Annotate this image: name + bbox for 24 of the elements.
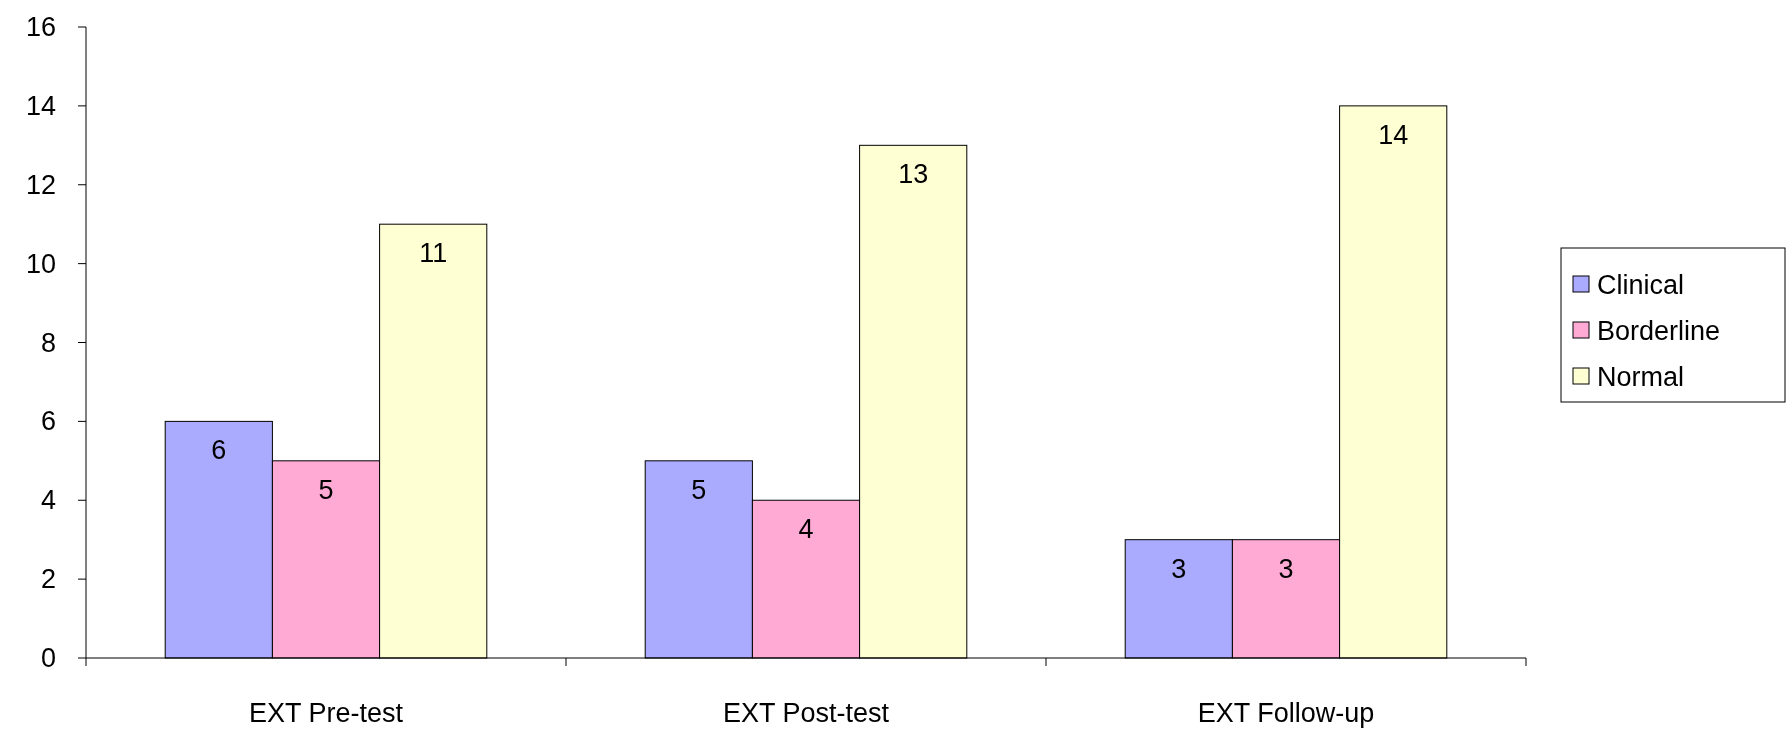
legend-label: Normal bbox=[1597, 362, 1685, 392]
y-tick-label: 10 bbox=[25, 248, 56, 279]
y-tick-label: 0 bbox=[40, 643, 56, 673]
data-label: 6 bbox=[211, 435, 227, 466]
x-tick-label: EXT Follow-up bbox=[1197, 698, 1375, 728]
legend-label: Clinical bbox=[1597, 270, 1685, 300]
y-tick-label: 14 bbox=[25, 90, 56, 121]
x-tick-label: EXT Pre-test bbox=[248, 698, 404, 728]
y-tick-label: 8 bbox=[40, 327, 56, 358]
data-label: 3 bbox=[1171, 553, 1187, 584]
data-label: 5 bbox=[318, 474, 334, 505]
data-label: 14 bbox=[1378, 119, 1409, 150]
y-tick-label: 4 bbox=[40, 485, 56, 516]
data-label: 5 bbox=[691, 474, 707, 505]
data-label: 11 bbox=[419, 238, 448, 269]
data-label: 3 bbox=[1278, 553, 1294, 584]
x-tick-label: EXT Post-test bbox=[722, 698, 890, 728]
y-tick-label: 2 bbox=[40, 564, 56, 595]
y-tick-label: 6 bbox=[40, 406, 56, 437]
y-tick-label: 16 bbox=[25, 12, 56, 42]
data-label: 4 bbox=[798, 514, 814, 545]
data-label: 13 bbox=[898, 159, 929, 190]
y-tick-label: 12 bbox=[25, 169, 56, 200]
legend-label: Borderline bbox=[1597, 316, 1721, 346]
